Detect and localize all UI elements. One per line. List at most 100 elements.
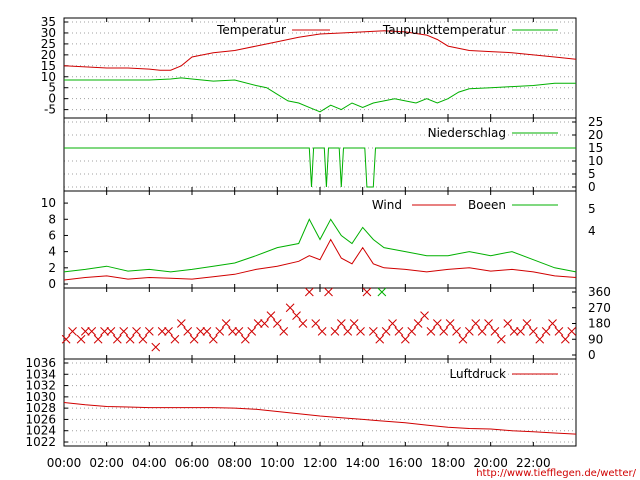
y2-tick-label: 20 (588, 128, 603, 142)
scatter-point (138, 334, 148, 344)
x-tick-label: 10:00 (260, 456, 295, 470)
scatter-point (292, 311, 301, 320)
scatter-point (285, 303, 295, 313)
scatter-point (68, 327, 77, 336)
scatter-point (330, 327, 340, 336)
y-tick-label: 1028 (25, 401, 56, 415)
legend-label: Temperatur (216, 23, 286, 37)
y-tick-label: 20 (41, 48, 56, 62)
scatter-point (317, 327, 327, 336)
scatter-point (215, 327, 225, 336)
x-tick-label: 16:00 (388, 456, 423, 470)
y2-tick-label: 0 (588, 180, 596, 194)
scatter-point (151, 342, 161, 352)
scatter-point (93, 334, 103, 344)
scatter-point (164, 327, 173, 336)
scatter-point (407, 327, 417, 336)
scatter-point (349, 319, 359, 328)
y-tick-label: -5 (44, 103, 56, 117)
scatter-point (464, 327, 474, 336)
x-tick-label: 04:00 (132, 456, 167, 470)
scatter-point (119, 327, 129, 336)
legend-label: Luftdruck (449, 367, 506, 381)
legend-label: Wind (372, 198, 402, 212)
scatter-point (490, 327, 500, 336)
scatter-point (541, 327, 551, 336)
scatter-point (112, 334, 122, 344)
y2-tick-label: 360 (588, 285, 611, 299)
scatter-point (503, 319, 513, 328)
legend-label: Taupunkttemperatur (382, 23, 506, 37)
scatter-point (221, 319, 231, 328)
temperatur-line (63, 30, 577, 71)
y-tick-label: 4 (48, 245, 56, 259)
scatter-point (106, 327, 116, 336)
y-tick-label: 10 (41, 196, 56, 210)
x-tick-label: 22:00 (516, 456, 551, 470)
x-tick-label: 06:00 (175, 456, 210, 470)
y-tick-label: 1032 (25, 379, 56, 393)
scatter-point (311, 319, 321, 328)
scatter-point (516, 327, 525, 336)
y2-tick-label: 270 (588, 301, 611, 315)
scatter-point (560, 334, 570, 344)
scatter-point (304, 287, 314, 297)
y-tick-label: 2 (48, 261, 56, 275)
scatter-point (381, 327, 391, 336)
scatter-point (343, 327, 353, 336)
scatter-point (484, 319, 493, 328)
scatter-point (426, 327, 436, 336)
scatter-point (458, 334, 468, 344)
taupunkttemperatur-line (64, 77, 576, 113)
wind-panel: 0 2 4 6 8 10 4 5 Wind Boeen (41, 190, 596, 291)
legend-label: Boeen (468, 198, 506, 212)
scatter-point (100, 327, 109, 336)
scatter-point (157, 327, 167, 336)
scatter-point (336, 319, 346, 328)
scatter-point (132, 327, 141, 336)
y2-tick-label: 180 (588, 317, 611, 331)
scatter-point (535, 334, 545, 344)
scatter-point (298, 319, 308, 328)
scatter-point (368, 327, 378, 336)
scatter-point (279, 327, 289, 336)
y-tick-label: 15 (41, 59, 56, 73)
x-tick-label: 02:00 (89, 456, 124, 470)
scatter-point (567, 327, 577, 336)
niederschlag-line (64, 147, 576, 188)
y-tick-label: 1036 (25, 356, 56, 370)
y-tick-label: 1030 (25, 390, 56, 404)
panel-frame (63, 287, 577, 360)
scatter-point (394, 327, 404, 336)
y2-tick-label: 5 (588, 202, 596, 216)
scatter-point (471, 319, 481, 328)
scatter-point (234, 327, 244, 336)
scatter-point (496, 334, 506, 344)
scatter-point (208, 334, 218, 344)
y2-tick-label: 90 (588, 332, 603, 346)
y-tick-label: 10 (41, 70, 56, 84)
y2-tick-label: 10 (588, 154, 603, 168)
y-tick-label: 1022 (25, 435, 56, 449)
scatter-point (240, 334, 250, 344)
boeen-line (63, 218, 577, 273)
y-tick-label: 35 (41, 15, 56, 29)
scatter-point (272, 319, 282, 328)
scatter-point (80, 327, 90, 336)
scatter-point (528, 327, 538, 336)
scatter-point (452, 327, 461, 336)
scatter-point (413, 319, 423, 328)
scatter-point (189, 334, 199, 344)
scatter-point (202, 327, 212, 336)
scatter-point (439, 327, 449, 336)
scatter-point (432, 319, 442, 328)
footer-url: http://www.tiefflegen.de/wetter/ (476, 468, 636, 479)
y-tick-label: 25 (41, 37, 56, 51)
scatter-point (375, 334, 385, 344)
y2-tick-label: 5 (588, 167, 596, 181)
y2-tick-label: 4 (588, 224, 596, 238)
scatter-point (509, 327, 519, 336)
